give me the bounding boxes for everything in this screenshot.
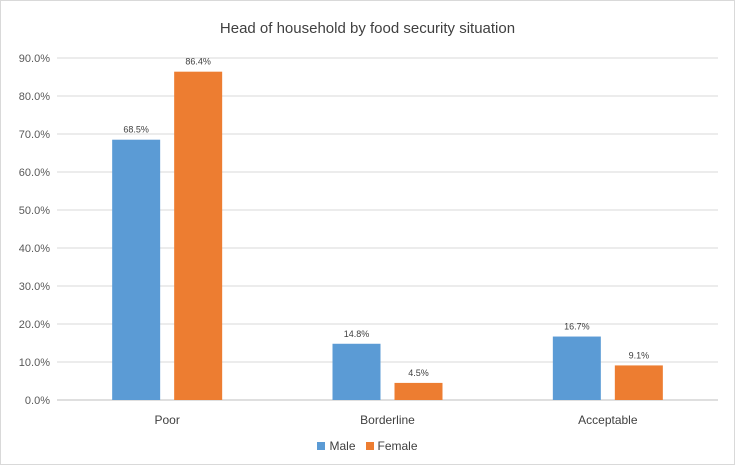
y-tick-label: 40.0% — [19, 243, 50, 255]
x-category-label: Acceptable — [578, 413, 638, 427]
chart-title: Head of household by food security situa… — [219, 20, 516, 37]
y-tick-label: 30.0% — [19, 281, 50, 293]
y-tick-label: 90.0% — [19, 53, 50, 65]
legend-item-female: Female — [365, 439, 418, 453]
y-tick-label: 50.0% — [19, 205, 50, 217]
legend-swatch-male — [317, 442, 326, 450]
legend-item-male: Male — [317, 439, 356, 453]
legend-label-female: Female — [377, 439, 418, 453]
bar-male-borderline — [332, 343, 381, 400]
data-label: 16.7% — [564, 322, 590, 332]
bar-female-poor — [174, 71, 223, 401]
data-label: 4.5% — [408, 368, 429, 378]
data-label: 68.5% — [123, 125, 149, 135]
y-tick-label: 60.0% — [19, 167, 50, 179]
bar-male-poor — [112, 139, 161, 400]
bar-female-borderline — [394, 382, 443, 400]
data-label: 14.8% — [344, 329, 370, 339]
legend-swatch-female — [365, 442, 374, 450]
y-tick-label: 20.0% — [19, 319, 50, 331]
legend: Male Female — [0, 439, 735, 453]
y-tick-label: 80.0% — [19, 91, 50, 103]
y-tick-label: 70.0% — [19, 129, 50, 141]
x-category-label: Poor — [154, 413, 179, 427]
bar-male-acceptable — [552, 336, 601, 400]
legend-label-male: Male — [329, 439, 356, 453]
data-label: 86.4% — [185, 57, 211, 67]
y-tick-label: 10.0% — [19, 357, 50, 369]
data-label: 9.1% — [629, 350, 650, 360]
y-tick-label: 0.0% — [25, 395, 50, 407]
bar-female-acceptable — [614, 365, 663, 400]
x-category-label: Borderline — [360, 413, 415, 427]
